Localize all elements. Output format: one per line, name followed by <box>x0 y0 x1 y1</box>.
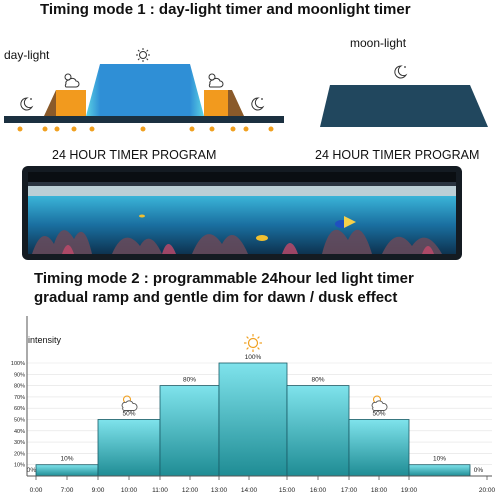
y-tick-label: 100% <box>11 361 25 367</box>
x-tick-label: 19:00 <box>401 487 418 494</box>
y-tick-label: 30% <box>14 440 25 446</box>
intensity-step-bar <box>348 419 410 477</box>
sunset-ramp <box>228 90 244 116</box>
program-label-right: 24 HOUR TIMER PROGRAM <box>315 148 480 162</box>
x-tick-label: 12:00 <box>182 487 199 494</box>
y-tick-label: 10% <box>14 463 25 469</box>
sun-icon <box>244 334 262 352</box>
intensity-step-bar <box>159 385 220 477</box>
daylight-baseline <box>4 116 284 123</box>
step-value-label: 0% <box>27 467 37 474</box>
step-value-label: 80% <box>183 377 196 384</box>
intensity-step-bar <box>408 464 471 477</box>
x-tick-label: 10:00 <box>121 487 138 494</box>
intensity-step-bar <box>218 362 288 477</box>
y-axis-label: intensity <box>28 335 62 345</box>
sun-cloud-icon <box>208 73 224 88</box>
step-value-label: 0% <box>474 467 484 474</box>
x-tick-label: 11:00 <box>152 487 168 494</box>
x-tick-label: 7:00 <box>61 487 74 494</box>
step-value-label: 50% <box>372 411 385 418</box>
x-tick-label: 0:00 <box>30 487 43 494</box>
step-value-label: 100% <box>245 354 262 361</box>
mode1-title: Timing mode 1 : day-light timer and moon… <box>40 1 411 18</box>
sun-cloud-icon <box>64 73 80 88</box>
moon-stars-icon <box>251 97 265 111</box>
x-tick-label: 20:00 <box>479 487 496 494</box>
sun-icon <box>136 48 150 62</box>
intensity-step-bar <box>286 385 350 477</box>
moonlight-diagram <box>320 65 488 127</box>
step-value-label: 10% <box>60 456 73 463</box>
x-tick-label: 18:00 <box>371 487 388 494</box>
mode2-title-line1: Timing mode 2 : programmable 24hour led … <box>34 270 414 287</box>
y-tick-label: 80% <box>14 384 25 390</box>
mode2-title-line2: gradual ramp and gentle dim for dawn / d… <box>34 289 398 306</box>
daylight-block <box>86 64 204 116</box>
moonlight-label: moon-light <box>350 36 407 50</box>
moonlight-block <box>320 85 488 127</box>
timer-dots <box>17 126 274 132</box>
x-tick-label: 17:00 <box>341 487 358 494</box>
x-tick-label: 14:00 <box>241 487 258 494</box>
sunrise-block <box>56 90 86 116</box>
daylight-diagram <box>4 48 284 132</box>
y-tick-label: 50% <box>14 418 25 424</box>
step-value-label: 80% <box>311 377 324 384</box>
sunset-block <box>204 90 232 116</box>
sun-cloud-icon <box>121 395 138 411</box>
moon-stars-icon <box>394 65 408 79</box>
program-label-left: 24 HOUR TIMER PROGRAM <box>52 148 217 162</box>
y-tick-label: 90% <box>14 372 25 378</box>
y-tick-label: 20% <box>14 451 25 457</box>
y-tick-label: 70% <box>14 395 25 401</box>
x-tick-label: 16:00 <box>310 487 327 494</box>
x-tick-label: 15:00 <box>279 487 296 494</box>
x-tick-label: 9:00 <box>92 487 105 494</box>
step-value-label: 10% <box>433 456 446 463</box>
sun-cloud-icon <box>371 395 388 411</box>
y-tick-label: 60% <box>14 406 25 412</box>
y-tick-label: 40% <box>14 429 25 435</box>
led-light-aquarium-photo <box>22 166 462 260</box>
x-tick-label: 13:00 <box>211 487 228 494</box>
moon-stars-icon <box>20 97 34 111</box>
step-value-label: 50% <box>122 411 135 418</box>
daylight-label: day-light <box>4 48 50 62</box>
intensity-step-bar <box>35 464 99 477</box>
intensity-step-bar <box>97 419 161 477</box>
